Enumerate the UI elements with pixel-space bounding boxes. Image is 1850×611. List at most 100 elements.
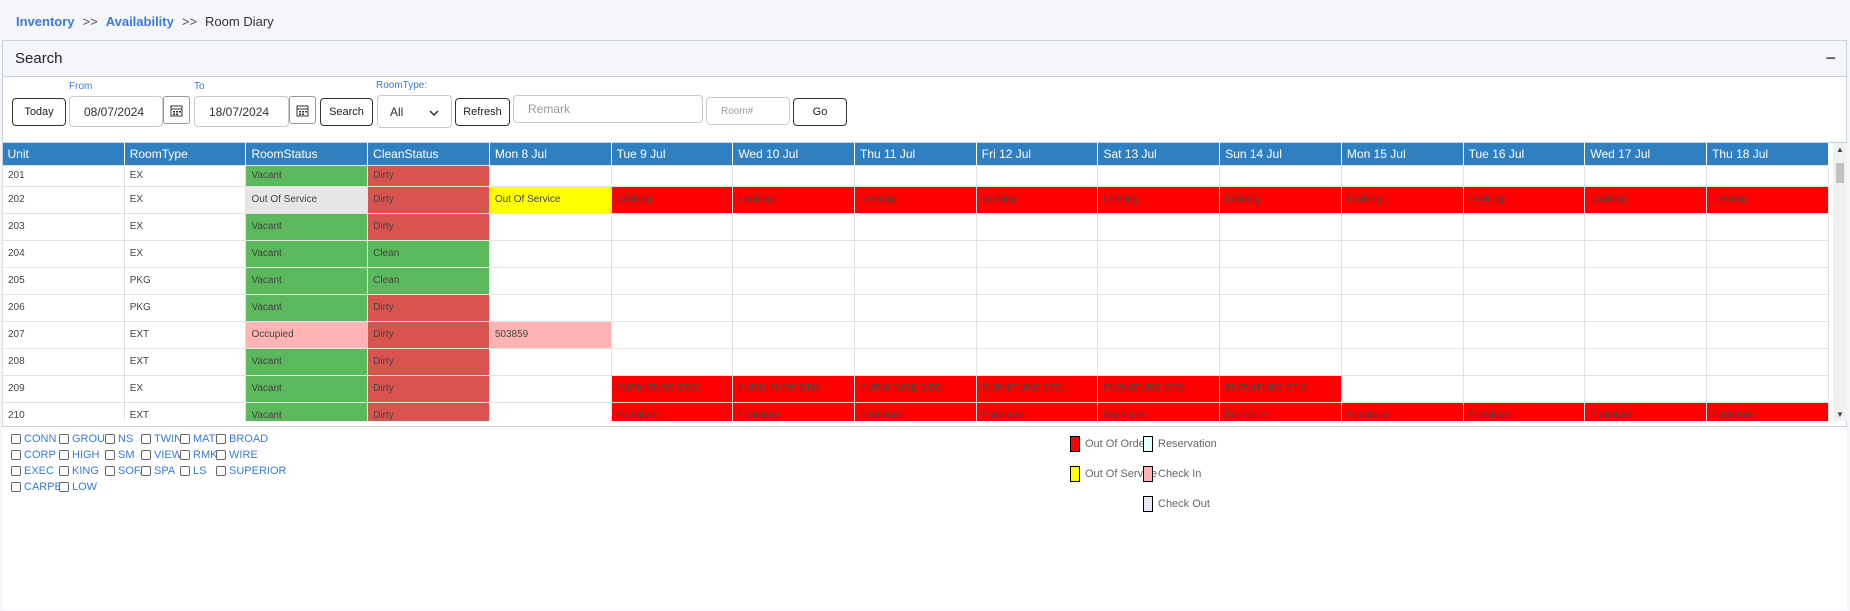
day-cell[interactable] [854,164,977,187]
refresh-button[interactable]: Refresh [455,98,510,126]
day-cell[interactable] [610,347,734,376]
day-cell[interactable] [1706,374,1829,403]
day-cell[interactable] [1097,320,1221,349]
unit-cell[interactable]: 207 [2,320,125,349]
clean-status-cell[interactable]: Dirty [367,164,490,187]
day-cell[interactable] [975,266,1099,295]
checkbox-box[interactable] [141,466,151,476]
day-cell[interactable] [1706,266,1829,295]
unit-cell[interactable]: 203 [2,212,125,241]
room-status-cell[interactable]: Vacant [245,374,369,403]
clean-status-cell[interactable]: Clean [367,239,490,268]
checkbox-box[interactable] [216,450,226,460]
checkbox-box[interactable] [59,450,69,460]
table-row[interactable]: 209 EX Vacant Dirty FURNITURE STO.. FURNITURE… [2,374,1829,403]
checkbox-box[interactable] [141,450,151,460]
from-date-input[interactable] [69,96,163,127]
table-row[interactable]: 203 EX Vacant Dirty [2,212,1829,241]
day-cell[interactable] [610,212,734,241]
feature-checkbox-sofa[interactable]: SOFA [105,465,147,477]
day-cell[interactable]: Furiniture [854,401,977,421]
room-status-cell[interactable]: Out Of Service [245,185,369,214]
day-cell[interactable] [1462,374,1586,403]
checkbox-box[interactable] [11,466,21,476]
day-cell[interactable]: 503859 [488,320,612,349]
day-cell[interactable] [1584,320,1708,349]
day-cell[interactable] [1584,212,1708,241]
day-cell[interactable] [1462,293,1586,322]
feature-checkbox-corp[interactable]: CORP [11,449,56,461]
clean-status-cell[interactable]: Dirty [367,347,490,376]
table-row[interactable]: 204 EX Vacant Clean [2,239,1829,268]
day-cell[interactable] [732,293,856,322]
day-cell[interactable]: Leaking [732,185,856,214]
room-status-cell[interactable]: Vacant [245,401,369,421]
feature-checkbox-exec[interactable]: EXEC [11,465,54,477]
scroll-up-icon[interactable]: ▲ [1836,145,1844,154]
breadcrumb-inventory[interactable]: Inventory [16,14,75,29]
day-cell[interactable] [1219,164,1342,187]
day-cell[interactable] [1462,347,1586,376]
unit-cell[interactable]: 202 [2,185,125,214]
day-cell[interactable]: Furiniture [1340,401,1464,421]
table-row[interactable]: 206 PKG Vacant Dirty [2,293,1829,322]
checkbox-box[interactable] [11,450,21,460]
day-cell[interactable] [1706,347,1829,376]
today-button[interactable]: Today [12,98,66,126]
day-cell[interactable]: Leaking [1706,185,1829,214]
feature-checkbox-twin[interactable]: TWIN [141,433,182,445]
clean-status-cell[interactable]: Dirty [367,293,490,322]
day-cell[interactable] [854,239,977,268]
roomtype-cell[interactable]: EX [123,374,247,403]
table-row[interactable]: 202 EX Out Of Service Dirty Out Of Service Le… [2,185,1829,214]
feature-checkbox-king[interactable]: KING [59,465,99,477]
day-cell[interactable] [732,320,856,349]
remark-input[interactable] [513,95,703,123]
unit-cell[interactable]: 208 [2,347,125,376]
day-cell[interactable] [1340,320,1464,349]
scroll-down-icon[interactable]: ▼ [1836,410,1844,419]
table-row[interactable]: 205 PKG Vacant Clean [2,266,1829,295]
day-cell[interactable] [1584,374,1708,403]
checkbox-box[interactable] [105,450,115,460]
feature-checkbox-rmk[interactable]: RMK [180,449,217,461]
feature-checkbox-view[interactable]: VIEW [141,449,182,461]
checkbox-box[interactable] [141,434,151,444]
checkbox-box[interactable] [216,466,226,476]
day-cell[interactable] [488,164,612,187]
room-status-cell[interactable]: Vacant [245,347,369,376]
feature-checkbox-conn[interactable]: CONN [11,433,56,445]
day-cell[interactable] [1584,347,1708,376]
day-cell[interactable] [1340,293,1464,322]
checkbox-box[interactable] [59,434,69,444]
day-cell[interactable] [1462,239,1586,268]
day-cell[interactable]: Leaking [975,185,1099,214]
table-row[interactable]: 208 EXT Vacant Dirty [2,347,1829,376]
feature-checkbox-spa[interactable]: SPA [141,465,175,477]
day-cell[interactable]: FURNITURE STO.. [1219,374,1342,403]
feature-checkbox-superior[interactable]: SUPERIOR [216,465,286,477]
feature-checkbox-low[interactable]: LOW [59,481,97,493]
day-cell[interactable] [488,239,612,268]
feature-checkbox-broad[interactable]: BROAD [216,433,268,445]
scrollbar-thumb[interactable] [1836,163,1844,183]
day-cell[interactable]: Furiniture [1462,401,1586,421]
day-cell[interactable]: FURNITURE STO.. [732,374,856,403]
vertical-scrollbar[interactable]: ▲ ▼ [1833,143,1847,421]
day-cell[interactable]: Leaking [854,185,977,214]
room-status-cell[interactable]: Vacant [245,164,369,187]
day-cell[interactable] [1340,239,1464,268]
day-cell[interactable] [1340,164,1464,187]
day-cell[interactable] [854,266,977,295]
day-cell[interactable] [488,374,612,403]
day-cell[interactable]: Furiniture [732,401,856,421]
day-cell[interactable] [854,320,977,349]
day-cell[interactable] [1584,164,1708,187]
checkbox-box[interactable] [11,482,21,492]
day-cell[interactable] [1706,212,1829,241]
day-cell[interactable]: FURNITURE STO.. [854,374,977,403]
day-cell[interactable] [1219,212,1342,241]
day-cell[interactable]: Leaking [1219,185,1342,214]
day-cell[interactable] [1219,266,1342,295]
day-cell[interactable] [1219,320,1342,349]
